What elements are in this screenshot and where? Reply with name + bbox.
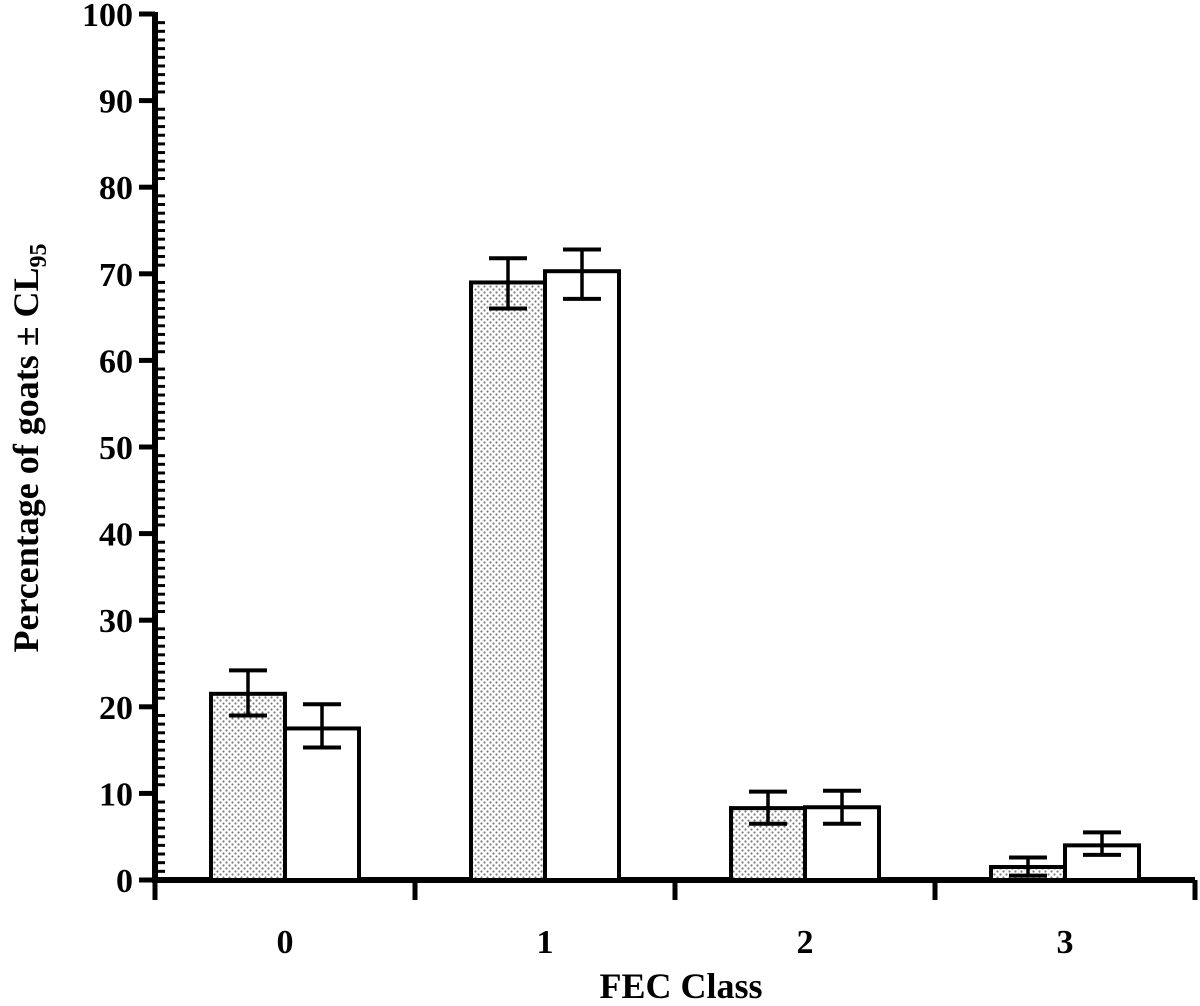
y-tick-label: 70 xyxy=(99,257,133,294)
y-tick-label: 60 xyxy=(99,343,133,380)
y-tick-label: 20 xyxy=(99,690,133,727)
y-tick-label: 80 xyxy=(99,170,133,207)
y-axis-title: Percentage of goats ± CL95 xyxy=(6,244,52,653)
y-axis-title-subscript: 95 xyxy=(26,244,52,268)
y-tick-label: 10 xyxy=(99,776,133,813)
bar-dotted xyxy=(209,691,287,882)
y-tick-label: 100 xyxy=(82,0,133,34)
y-tick-label: 30 xyxy=(99,603,133,640)
bar-white xyxy=(283,726,361,883)
y-tick-label: 90 xyxy=(99,84,133,121)
x-tick-label: 1 xyxy=(537,924,554,961)
bar-white xyxy=(543,269,621,882)
bars xyxy=(209,269,1141,883)
y-axis: 0 10 20 30 40 50 60 70 80 90 100 xyxy=(82,0,165,900)
y-tick-label: 50 xyxy=(99,430,133,467)
y-axis-title-main: Percentage of goats ± CL xyxy=(6,268,46,653)
x-tick-label: 2 xyxy=(797,924,814,961)
x-tick-label: 0 xyxy=(277,924,294,961)
x-axis: 0 1 2 3 xyxy=(152,877,1198,961)
error-bars xyxy=(229,247,1121,878)
x-axis-title: FEC Class xyxy=(599,966,762,1006)
y-tick-label: 0 xyxy=(116,863,133,900)
bar-dotted xyxy=(469,280,547,882)
y-tick-label: 40 xyxy=(99,517,133,554)
x-tick-label: 3 xyxy=(1057,924,1074,961)
